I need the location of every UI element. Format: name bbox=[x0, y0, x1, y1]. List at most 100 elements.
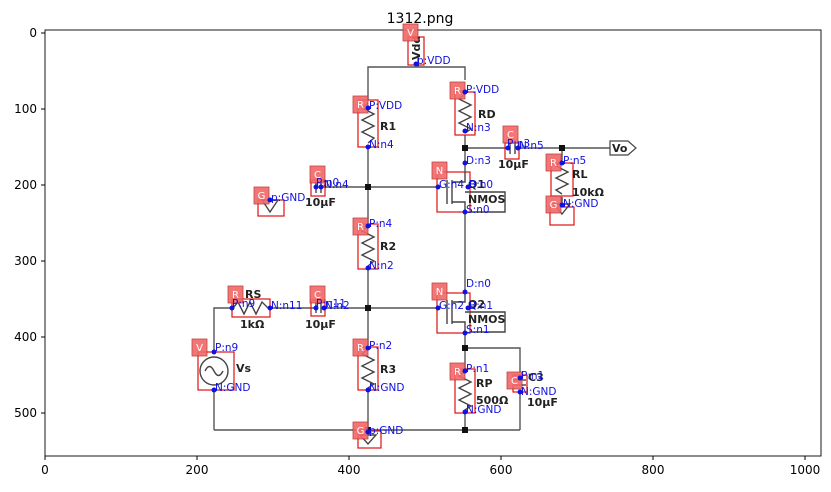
component-tag-text: G bbox=[550, 200, 558, 211]
pin-label: N:n2 bbox=[325, 300, 350, 312]
pin-label: N:n4 bbox=[369, 139, 394, 151]
component-label: Q1 bbox=[468, 178, 485, 191]
y-tick-label: 200 bbox=[14, 178, 37, 192]
pin-label: P:n1 bbox=[466, 363, 489, 375]
component-tag bbox=[402, 23, 419, 42]
pin-dot bbox=[365, 265, 371, 271]
component-label: Vs bbox=[236, 362, 252, 375]
x-tick-label: 0 bbox=[41, 463, 49, 477]
junction-dot bbox=[559, 145, 565, 151]
pin-dot bbox=[413, 61, 419, 67]
component-label: RL bbox=[572, 168, 587, 181]
pin-dot bbox=[365, 144, 371, 150]
component-label: R2 bbox=[380, 240, 396, 253]
y-tick-label: 0 bbox=[29, 26, 37, 40]
x-tick-label: 400 bbox=[338, 463, 361, 477]
junction-dot bbox=[462, 345, 468, 351]
component-tag-text: R bbox=[550, 158, 557, 169]
pin-label: S:n0 bbox=[466, 204, 490, 216]
component-tag bbox=[431, 282, 448, 301]
pin-label: p:GND bbox=[271, 192, 305, 204]
component-tag-text: G bbox=[258, 191, 266, 202]
pin-dot bbox=[462, 128, 468, 134]
component-tag-text: R bbox=[454, 86, 461, 97]
component-tag bbox=[191, 338, 208, 357]
pin-dot bbox=[462, 289, 468, 295]
component-value: 10µF bbox=[305, 318, 336, 331]
pin-label: P:VDD bbox=[466, 84, 499, 96]
pin-dot bbox=[435, 305, 441, 311]
pin-dot bbox=[515, 145, 521, 151]
component-tag-text: R bbox=[357, 343, 364, 354]
component-rd: RD R bbox=[449, 81, 496, 136]
x-tick-label: 600 bbox=[490, 463, 513, 477]
component-value: 10kΩ bbox=[572, 186, 605, 199]
component-value: 1kΩ bbox=[240, 318, 265, 331]
pin-dot bbox=[505, 145, 511, 151]
component-label: Vdd bbox=[410, 36, 423, 60]
pin-dot bbox=[462, 89, 468, 95]
component-q1: Q1 NMOS N bbox=[431, 161, 506, 213]
component-tag bbox=[227, 285, 244, 304]
component-rl: RL 10kΩ R bbox=[545, 153, 605, 199]
component-vdd: Vdd V bbox=[402, 23, 425, 66]
component-tag-text: R bbox=[357, 100, 364, 111]
pin-dot bbox=[267, 305, 273, 311]
component-label: R1 bbox=[380, 120, 396, 133]
pin-label: p:VDD bbox=[417, 55, 451, 67]
component-value: 10µF bbox=[305, 196, 336, 209]
x-tick-label: 200 bbox=[186, 463, 209, 477]
pin-label: B:n0 bbox=[469, 179, 493, 191]
junction-dot bbox=[365, 184, 371, 190]
y-tick-label: 400 bbox=[14, 330, 37, 344]
junction-dot bbox=[365, 305, 371, 311]
component-label: C3 bbox=[528, 371, 544, 384]
component-tag-text: C bbox=[507, 130, 514, 141]
pin-label: N:GND bbox=[369, 382, 404, 394]
component-tag-text: R bbox=[357, 222, 364, 233]
pin-dot bbox=[559, 202, 565, 208]
axes-frame bbox=[44, 29, 822, 457]
component-tag-text: G bbox=[357, 426, 365, 437]
component-tag-text: N bbox=[436, 287, 443, 298]
pin-label: P:n9 bbox=[215, 342, 238, 354]
pin-label: P:n1 bbox=[521, 370, 544, 382]
pin-label: N:n5 bbox=[519, 140, 544, 152]
wires bbox=[213, 55, 610, 431]
component-label: RP bbox=[476, 377, 493, 390]
pin-label: N:GND bbox=[563, 198, 598, 210]
y-tick-label: 100 bbox=[14, 102, 37, 116]
pin-label: P:n5 bbox=[563, 155, 586, 167]
output-port-vo: Vo bbox=[609, 140, 637, 156]
component-tag bbox=[309, 285, 326, 304]
y-axis: 0 100 200 300 400 500 bbox=[14, 26, 45, 420]
pin-label: N:n11 bbox=[271, 300, 302, 312]
pin-dot bbox=[465, 184, 471, 190]
component-c4: 10µF C bbox=[498, 125, 529, 171]
component-tag-text: V bbox=[196, 343, 203, 354]
pin-label: P:n2 bbox=[369, 340, 392, 352]
pin-label: P:VDD bbox=[369, 100, 402, 112]
component-value: 10µF bbox=[527, 396, 558, 409]
component-r1: R1 R bbox=[352, 95, 396, 148]
component-label: R3 bbox=[380, 363, 396, 376]
component-r2: R2 R bbox=[352, 217, 396, 270]
component-c1: 10µF C bbox=[305, 165, 336, 209]
component-tag-text: C bbox=[314, 290, 321, 301]
figure-title: 1312.png bbox=[387, 11, 454, 27]
pin-dot bbox=[365, 223, 371, 229]
pin-label: S:n1 bbox=[466, 324, 490, 336]
pin-label: B:n1 bbox=[469, 300, 493, 312]
component-tag-text: N bbox=[436, 166, 443, 177]
pin-label: N:GND bbox=[466, 404, 501, 416]
component-tag bbox=[502, 125, 519, 144]
pin-dot bbox=[465, 305, 471, 311]
pin-label: D:n3 bbox=[466, 155, 491, 167]
pin-label: N:GND bbox=[521, 386, 556, 398]
pin-dot bbox=[321, 305, 327, 311]
component-tag bbox=[253, 186, 270, 205]
pin-dot bbox=[435, 184, 441, 190]
pin-dot bbox=[517, 389, 523, 395]
component-label: RS bbox=[245, 288, 261, 301]
